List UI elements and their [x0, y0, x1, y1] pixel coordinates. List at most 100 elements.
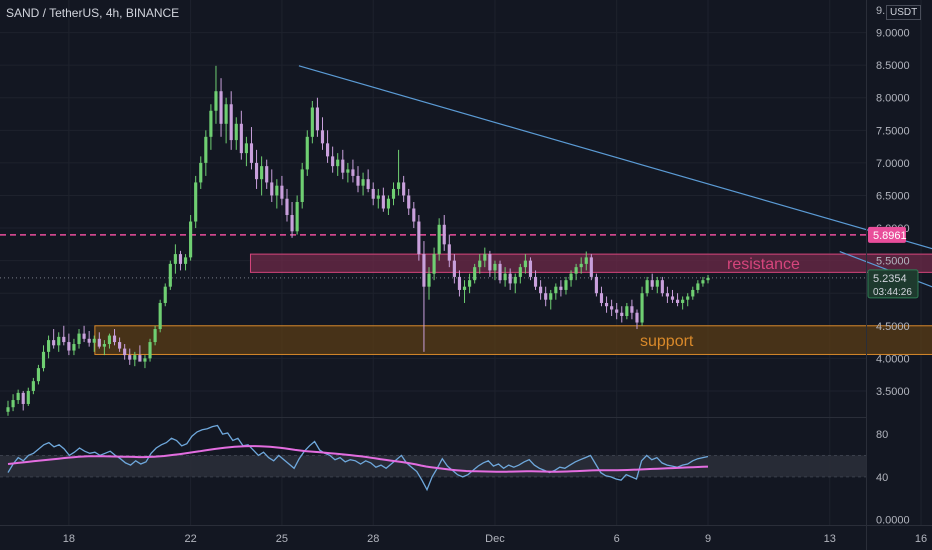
candle-body [168, 263, 172, 287]
time-axis[interactable]: 18222528Dec691316202327 [63, 533, 932, 545]
candle-body [41, 351, 46, 369]
candle [194, 175, 198, 229]
candle [376, 188, 380, 209]
candle-body [488, 254, 492, 271]
candle-body [498, 263, 502, 281]
candle-body [549, 293, 553, 300]
candle [402, 175, 406, 202]
candle-body [539, 286, 543, 294]
candle [173, 244, 177, 274]
candle-body [427, 273, 431, 287]
candle [640, 286, 644, 326]
candle-body [675, 299, 680, 303]
candle-body [660, 280, 664, 294]
candle-body [26, 390, 30, 404]
candle [381, 187, 385, 212]
candle-body [204, 136, 208, 163]
candle [290, 201, 294, 238]
candle [31, 377, 35, 395]
candlestick-series [6, 65, 710, 416]
symbol-title[interactable]: SAND / TetherUS, 4h, BINANCE [6, 6, 180, 20]
candle [239, 110, 243, 160]
price-tick-label: 7.5000 [876, 125, 910, 137]
candle [386, 195, 391, 216]
candle [133, 351, 137, 367]
candle [168, 260, 172, 290]
candle [432, 247, 436, 281]
candle-body [285, 198, 289, 216]
candle [498, 260, 502, 284]
candle-body [564, 280, 568, 290]
candle-body [594, 276, 598, 294]
candle-body [579, 263, 583, 268]
candle-body [244, 143, 248, 154]
candle [305, 130, 309, 176]
candle-body [655, 280, 659, 287]
candle [452, 254, 456, 284]
candle [72, 338, 76, 356]
candle [47, 335, 51, 359]
candle-body [11, 400, 15, 408]
candle-body [290, 215, 294, 232]
candle-body [229, 104, 233, 141]
candle-body [234, 123, 238, 141]
candle [559, 280, 563, 297]
candle-body [483, 254, 487, 261]
time-tick-label: 13 [824, 533, 836, 545]
price-tick-label: 7.0000 [876, 158, 910, 170]
candle [574, 263, 578, 281]
candle [691, 286, 695, 300]
candle [508, 268, 512, 290]
candle-body [320, 130, 325, 144]
candle-body [508, 273, 512, 284]
candle [701, 276, 705, 287]
candle [138, 345, 142, 362]
candle-body [528, 260, 533, 277]
candle [604, 296, 609, 313]
price-tick-label: 8.5000 [876, 60, 910, 72]
candle [615, 302, 619, 320]
candle-body [462, 286, 467, 290]
rsi-axis[interactable]: 80 40 0.0000 [876, 429, 910, 527]
currency-badge[interactable]: USDT [886, 5, 922, 20]
candle [112, 329, 117, 346]
candle-body [189, 221, 193, 258]
candle [249, 127, 254, 170]
candle-body [533, 276, 538, 287]
candle [696, 280, 700, 294]
time-tick-label: 18 [63, 533, 75, 545]
trendline[interactable] [298, 65, 932, 342]
candle-body [47, 340, 51, 352]
candle-body [645, 280, 649, 294]
candle-body [163, 286, 167, 303]
candle-body [336, 159, 340, 167]
candle [295, 195, 299, 235]
candle-body [402, 182, 406, 196]
candle [533, 270, 538, 290]
candle-body [341, 159, 345, 173]
candle-body [412, 208, 416, 222]
support-label: support [640, 333, 694, 350]
candle [417, 215, 421, 261]
candle [143, 355, 147, 369]
candle [599, 286, 604, 307]
candle [356, 166, 360, 193]
candle-body [589, 257, 593, 277]
candle [610, 299, 614, 317]
rsi-pane [0, 424, 866, 492]
candle [584, 251, 588, 271]
candle-body [310, 107, 314, 137]
candle-body [295, 201, 299, 232]
candle-body [325, 143, 330, 157]
candle-body [665, 293, 669, 297]
candle [310, 100, 314, 144]
candle-body [260, 166, 264, 180]
candle-body [554, 286, 558, 294]
candle-body [52, 340, 56, 346]
candle [270, 169, 274, 202]
candle-body [366, 179, 370, 189]
candle [650, 273, 654, 290]
price-tags: 5.8961 5.2354 03:44:26 [867, 226, 919, 299]
candle [412, 201, 416, 229]
